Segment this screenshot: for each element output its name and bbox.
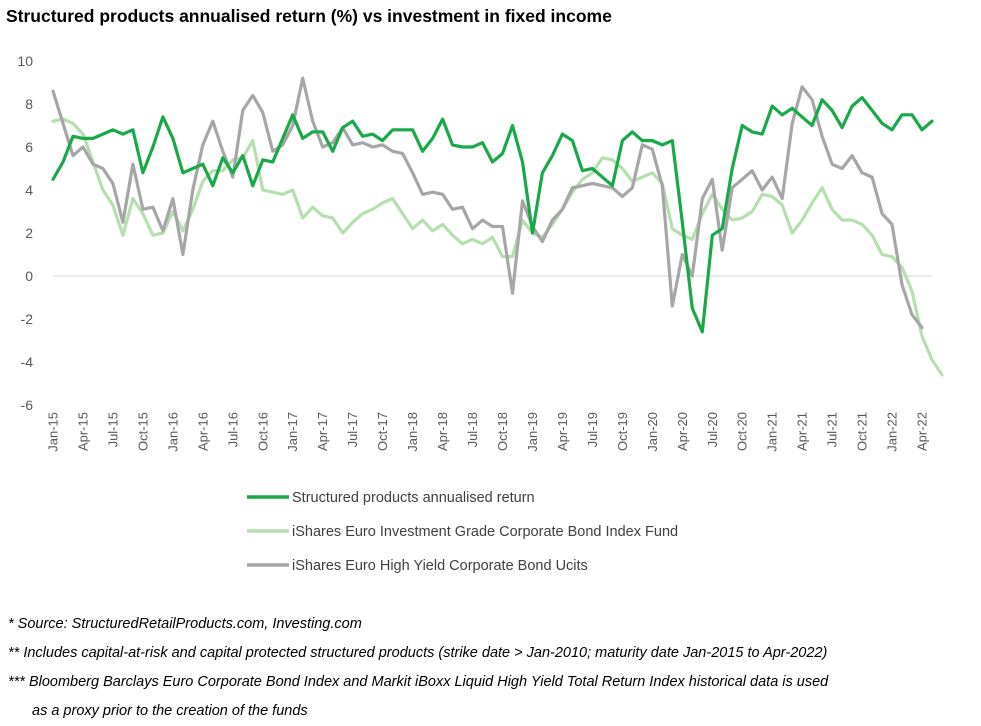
x-tick-label: Jan-16 [165,412,180,452]
x-tick-label: Jan-21 [765,412,780,452]
x-tick-label: Oct-15 [135,412,150,451]
y-tick-label: 6 [25,139,33,155]
series-line [51,117,944,377]
x-tick-label: Jan-17 [285,412,300,452]
x-tick-label: Apr-19 [555,412,570,451]
proxy-note: *** Bloomberg Barclays Euro Corporate Bo… [8,674,829,690]
x-tick-label: Jul-17 [345,412,360,447]
x-tick-label: Jan-19 [525,412,540,452]
y-tick-label: -6 [21,397,34,413]
x-tick-label: Jan-18 [405,412,420,452]
x-tick-label: Jul-16 [225,412,240,447]
x-tick-label: Oct-19 [615,412,630,451]
x-tick-label: Oct-18 [495,412,510,451]
x-tick-label: Jan-15 [46,412,61,452]
x-tick-label: Apr-16 [195,412,210,451]
x-tick-label: Jul-19 [585,412,600,447]
x-tick-label: Apr-22 [915,412,930,451]
y-tick-label: 0 [25,268,33,284]
legend-label: Structured products annualised return [292,490,535,506]
x-axis: Jan-15 Apr-15 Jul-15 Oct-15 Jan-16 Apr-16 Jul-… [46,412,930,452]
y-tick-label: 10 [17,53,33,69]
x-tick-label: Oct-20 [735,412,750,451]
series-line [51,95,934,334]
y-tick-label: 8 [25,96,33,112]
x-tick-label: Jan-22 [885,412,900,452]
scope-note: ** Includes capital-at-risk and capital … [8,645,828,661]
y-tick-label: -2 [21,311,34,327]
series-line [51,76,924,330]
x-tick-label: Apr-15 [75,412,90,451]
x-tick-label: Jul-18 [465,412,480,447]
x-tick-label: Oct-17 [375,412,390,451]
x-tick-label: Jul-20 [705,412,720,447]
proxy-note-continued: as a proxy prior to the creation of the … [32,703,308,719]
y-axis: -6 -4 -2 0 2 4 6 8 10 [17,53,33,413]
x-tick-label: Oct-16 [255,412,270,451]
x-tick-label: Jul-21 [825,412,840,447]
x-tick-label: Jan-20 [645,412,660,452]
series-lines [51,76,944,377]
source-note: * Source: StructuredRetailProducts.com, … [8,616,362,632]
x-tick-label: Apr-21 [795,412,810,451]
x-tick-label: Apr-17 [315,412,330,451]
y-tick-label: 2 [25,225,33,241]
legend: Structured products annualised return iSh… [247,490,678,574]
y-tick-label: -4 [21,354,34,370]
legend-label: iShares Euro Investment Grade Corporate … [292,524,678,540]
x-tick-label: Jul-15 [105,412,120,447]
y-tick-label: 4 [25,182,33,198]
x-tick-label: Apr-18 [435,412,450,451]
legend-label: iShares Euro High Yield Corporate Bond U… [292,558,588,574]
x-tick-label: Apr-20 [675,412,690,451]
chart-title: Structured products annualised return (%… [6,6,612,26]
x-tick-label: Oct-21 [855,412,870,451]
